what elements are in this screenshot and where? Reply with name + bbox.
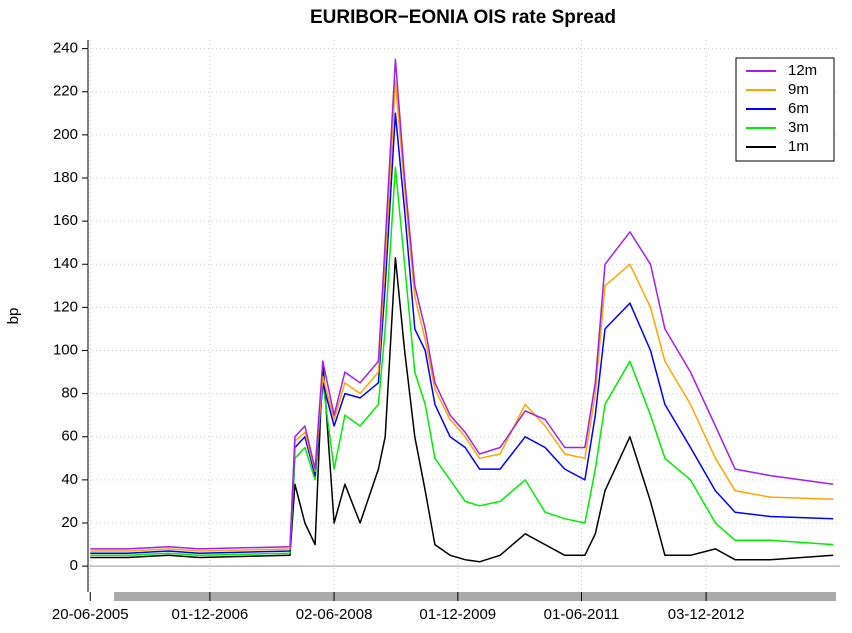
y-tick-label: 60 (61, 428, 78, 445)
x-tick-label: 20-06-2005 (52, 606, 129, 623)
y-tick-label: 120 (53, 298, 78, 315)
series-line (90, 166, 834, 557)
x-axis-bar (114, 592, 836, 601)
x-tick-label: 01-06-2011 (544, 606, 620, 623)
y-tick-label: 20 (61, 514, 78, 531)
x-tick-label: 02-06-2008 (296, 606, 373, 623)
legend-label: 6m (788, 100, 809, 117)
y-axis-label: bp (5, 308, 22, 325)
y-tick-label: 80 (61, 385, 78, 402)
y-tick-label: 100 (53, 341, 78, 358)
legend-label: 1m (788, 138, 809, 155)
x-tick-label: 01-12-2006 (172, 606, 249, 623)
y-tick-label: 140 (53, 255, 78, 272)
legend-label: 3m (788, 119, 809, 136)
y-tick-label: 40 (61, 471, 78, 488)
y-tick-label: 220 (53, 83, 78, 100)
series-line (90, 80, 834, 552)
y-tick-label: 240 (53, 40, 78, 57)
series-line (90, 257, 834, 563)
legend-label: 9m (788, 81, 809, 98)
y-tick-label: 200 (53, 126, 78, 143)
y-tick-label: 180 (53, 169, 78, 186)
series-line (90, 58, 834, 550)
series-line (90, 112, 834, 554)
x-tick-label: 03-12-2012 (668, 606, 745, 623)
y-tick-label: 0 (70, 557, 78, 574)
y-tick-label: 160 (53, 212, 78, 229)
x-tick-label: 01-12-2009 (419, 606, 496, 623)
chart-title: EURIBOR−EONIA OIS rate Spread (310, 7, 616, 28)
legend-label: 12m (788, 62, 817, 79)
